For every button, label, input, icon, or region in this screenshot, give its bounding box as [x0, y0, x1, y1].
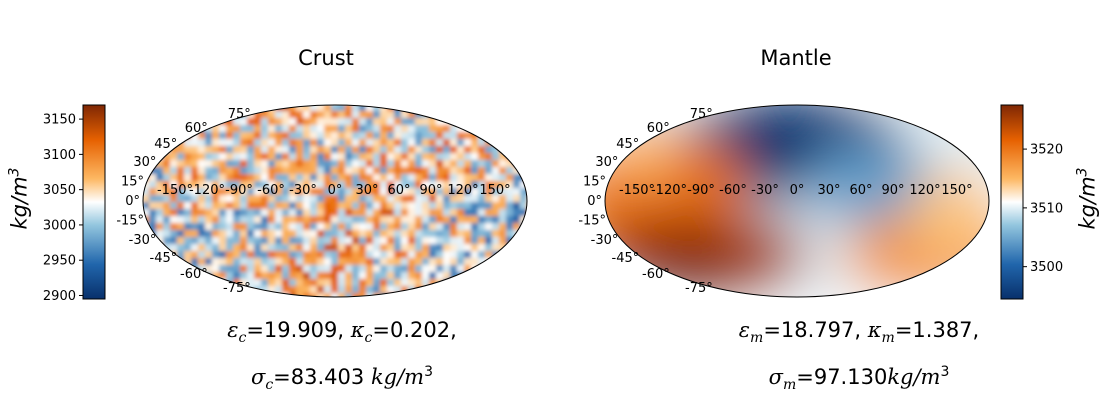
crust-lon-label: -60° — [257, 183, 285, 198]
mantle-lon-label: -30° — [751, 183, 779, 198]
crust-lon-labels: -150°-120° -90° -60° -30° 0° 30° 60° 90° 120° 150… — [157, 183, 511, 198]
mantle-cbar-tick-label: 3500 — [1030, 260, 1063, 275]
mantle-colorbar — [1000, 104, 1024, 300]
crust-cbar-tick-label: 3150 — [43, 113, 76, 128]
crust-caption: εc=19.909, κc=0.202, σc=83.403 kg/m3 — [132, 313, 552, 402]
crust-map-outline — [142, 104, 528, 298]
crust-map — [143, 105, 527, 297]
mantle-cbar-tick-label: 3510 — [1030, 201, 1063, 216]
crust-cbar-tick-label: 3000 — [43, 218, 76, 233]
crust-colorbar-label: kg/m3 — [6, 167, 32, 230]
mantle-panel: Mantle -150° -120° -90° -60° -30° 0° 30° 60° 90°… — [550, 0, 1100, 400]
crust-lat-label: 45° — [154, 137, 177, 152]
crust-lat-label: 30° — [133, 155, 156, 170]
mantle-title: Mantle — [760, 46, 832, 70]
crust-lat-label: -75° — [223, 281, 251, 296]
crust-lon-label: -120° — [189, 183, 225, 198]
crust-lon-label: -90° — [225, 183, 253, 198]
mantle-lat-label: 45° — [616, 137, 639, 152]
crust-cbar-tick-label: 2900 — [43, 289, 76, 304]
crust-title: Crust — [298, 46, 354, 70]
crust-lon-label: -30° — [289, 183, 317, 198]
crust-lat-label: 75° — [228, 107, 251, 122]
mantle-lat-label: 0° — [587, 194, 602, 209]
mantle-lon-label: 150° — [941, 183, 972, 198]
crust-panel: Crust 2900 2950 3000 3050 3100 3150 -150 — [0, 0, 550, 400]
mantle-lon-label: 0° — [790, 183, 805, 198]
mantle-lon-label: -120° — [651, 183, 687, 198]
mantle-lat-labels: 75° 60° 45° 30° 15° 0° -15° -30° -45°-60° -75° — [578, 107, 712, 296]
mantle-colorbar-label: kg/m3 — [1074, 167, 1100, 230]
crust-colorbar — [82, 104, 106, 300]
crust-cbar-tick-label: 3100 — [43, 148, 76, 163]
crust-cbar-tick-label: 3050 — [43, 183, 76, 198]
crust-cbar-tick-label: 2950 — [43, 254, 76, 269]
crust-lat-label: 15° — [121, 174, 144, 189]
mantle-lat-label: 60° — [647, 121, 670, 136]
crust-lat-label: -30° — [129, 233, 157, 248]
mantle-lon-label: -90° — [687, 183, 715, 198]
mantle-lon-label: 60° — [849, 183, 872, 198]
crust-caption-line1: εc=19.909, κc=0.202, — [227, 318, 457, 347]
mantle-lat-label: 75° — [690, 107, 713, 122]
crust-lon-label: 120° — [447, 183, 478, 198]
crust-colorbar-ticks: 2900 2950 3000 3050 3100 3150 — [43, 113, 83, 304]
crust-lat-label: -60° — [180, 267, 208, 282]
crust-lon-label: 90° — [419, 183, 442, 198]
mantle-colorbar-ticks: 3500 3510 3520 — [1023, 143, 1063, 275]
crust-lat-label: 60° — [185, 121, 208, 136]
mantle-lon-label: 90° — [881, 183, 904, 198]
crust-lat-label: -15° — [116, 214, 144, 229]
mantle-caption: εm=18.797, κm=1.387, σm=97.130kg/m3 — [649, 313, 1069, 402]
crust-lat-labels: 75° 60° 45° 30° 15° 0° -15° -30° -45°-60° -75° — [116, 107, 250, 296]
mantle-plot: -150°-120° -90° -60° -30° 0° 30° 60° 90° 120° 150… — [578, 104, 1063, 300]
crust-lon-label: -150° — [157, 183, 193, 198]
mantle-cbar-tick-label: 3520 — [1030, 143, 1063, 158]
crust-lon-label: 150° — [479, 183, 510, 198]
mantle-lon-label: -150° — [619, 183, 655, 198]
mantle-lat-label: -45° — [612, 251, 640, 266]
mantle-caption-line1: εm=18.797, κm=1.387, — [738, 318, 980, 347]
mantle-lat-label: 15° — [583, 174, 606, 189]
mantle-caption-line2: σm=97.130kg/m3 — [768, 364, 950, 394]
mantle-lon-label: -60° — [719, 183, 747, 198]
mantle-lat-label: -75° — [685, 281, 713, 296]
mantle-lat-label: -60° — [642, 267, 670, 282]
crust-lon-label: 60° — [387, 183, 410, 198]
crust-lat-label: -45° — [150, 251, 178, 266]
mantle-map-outline — [604, 104, 990, 298]
mantle-lon-label: 30° — [817, 183, 840, 198]
crust-lat-label: 0° — [125, 194, 140, 209]
mantle-map — [605, 105, 989, 297]
mantle-lon-labels: -150°-120° -90° -60° -30° 0° 30° 60° 90° 120° 150… — [619, 183, 973, 198]
crust-caption-line2: σc=83.403 kg/m3 — [250, 364, 434, 394]
mantle-lat-label: -30° — [591, 233, 619, 248]
mantle-lat-label: -15° — [578, 214, 606, 229]
crust-lon-label: 30° — [355, 183, 378, 198]
mantle-lon-label: 120° — [909, 183, 940, 198]
mantle-lat-label: 30° — [595, 155, 618, 170]
crust-lon-label: 0° — [328, 183, 343, 198]
